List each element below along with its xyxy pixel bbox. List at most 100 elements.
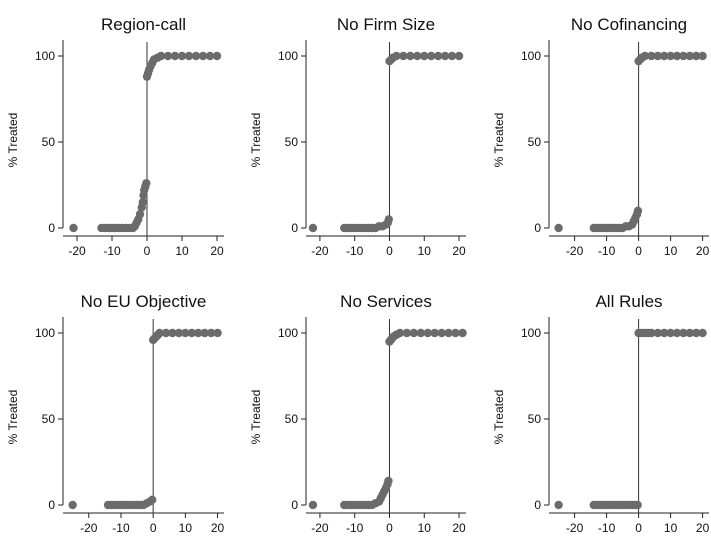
x-axis: -20 -10 0 10 20 bbox=[306, 235, 466, 258]
scatter-point bbox=[454, 51, 464, 61]
scatter-point bbox=[672, 51, 682, 61]
scatter-point bbox=[170, 51, 180, 61]
scatter-point bbox=[409, 328, 419, 338]
scatter-point bbox=[440, 51, 450, 61]
y-tick-label: 0 bbox=[291, 498, 298, 512]
scatter-point bbox=[308, 223, 318, 233]
scatter-point bbox=[174, 328, 184, 338]
panel-no-services: No Services % Treated 0 50 100 -20 -10 0 10 20 bbox=[249, 292, 467, 535]
scatter-point bbox=[200, 328, 209, 338]
scatter-point bbox=[413, 51, 422, 61]
scatter-point bbox=[692, 51, 701, 61]
scatter-point bbox=[430, 328, 439, 338]
scatter-point bbox=[672, 328, 682, 338]
x-tick-label: 10 bbox=[664, 244, 678, 258]
y-tick-label: 100 bbox=[35, 326, 55, 340]
y-tick-label: 50 bbox=[528, 135, 542, 149]
x-tick-label: -20 bbox=[311, 244, 329, 258]
scatter-point bbox=[142, 179, 151, 188]
scatter-point bbox=[155, 328, 164, 338]
x-tick-label: 10 bbox=[179, 521, 193, 535]
scatter-point bbox=[647, 51, 656, 61]
scatter-point bbox=[633, 500, 642, 510]
scatter-point bbox=[69, 223, 78, 233]
scatter-point bbox=[679, 51, 688, 61]
scatter-point bbox=[198, 51, 208, 61]
scatter-point bbox=[698, 328, 707, 338]
scatter-points bbox=[308, 328, 467, 510]
scatter-point bbox=[384, 476, 393, 486]
panel-title: No Services bbox=[340, 292, 432, 311]
scatter-point bbox=[177, 51, 187, 61]
scatter-point bbox=[147, 495, 157, 505]
scatter-point bbox=[451, 328, 460, 338]
x-tick-label: 0 bbox=[635, 244, 642, 258]
scatter-point bbox=[194, 328, 203, 338]
scatter-point bbox=[399, 51, 408, 61]
scatter-point bbox=[685, 51, 694, 61]
scatter-point bbox=[384, 215, 393, 224]
scatter-point bbox=[698, 51, 707, 61]
scatter-point bbox=[212, 51, 222, 61]
scatter-point bbox=[660, 328, 669, 338]
x-tick-label: -20 bbox=[311, 521, 329, 535]
x-tick-label: -10 bbox=[598, 244, 616, 258]
scatter-point bbox=[187, 328, 196, 338]
scatter-point bbox=[308, 500, 318, 510]
y-axis-label: % Treated bbox=[492, 113, 506, 168]
x-tick-label: 20 bbox=[696, 244, 710, 258]
scatter-point bbox=[554, 500, 563, 510]
scatter-point bbox=[685, 328, 694, 338]
y-axis: 0 50 100 bbox=[278, 40, 307, 235]
scatter-points bbox=[554, 51, 707, 233]
x-tick-label: 10 bbox=[418, 244, 432, 258]
y-axis-label: % Treated bbox=[249, 390, 263, 445]
scatter-point bbox=[138, 198, 147, 207]
y-tick-label: 0 bbox=[48, 221, 55, 235]
y-tick-label: 50 bbox=[285, 135, 299, 149]
scatter-point bbox=[406, 51, 415, 61]
y-tick-label: 50 bbox=[42, 135, 56, 149]
x-tick-label: 0 bbox=[144, 244, 151, 258]
x-tick-label: -20 bbox=[68, 244, 86, 258]
scatter-point bbox=[416, 328, 425, 338]
x-tick-label: 0 bbox=[386, 244, 393, 258]
scatter-point bbox=[433, 51, 443, 61]
scatter-point bbox=[161, 328, 171, 338]
x-tick-label: 20 bbox=[452, 521, 466, 535]
x-axis: -20 -10 0 10 20 bbox=[549, 235, 710, 258]
x-tick-label: 0 bbox=[386, 521, 393, 535]
y-tick-label: 0 bbox=[48, 498, 55, 512]
x-axis: -20 -10 0 10 20 bbox=[63, 512, 225, 535]
y-tick-label: 100 bbox=[521, 326, 541, 340]
scatter-point bbox=[666, 51, 675, 61]
scatter-point bbox=[181, 328, 190, 338]
x-tick-label: -20 bbox=[566, 244, 584, 258]
scatter-point bbox=[692, 328, 701, 338]
scatter-point bbox=[163, 51, 173, 61]
y-tick-label: 50 bbox=[528, 412, 542, 426]
x-axis: -20 -10 0 10 20 bbox=[549, 512, 710, 535]
x-tick-label: 0 bbox=[150, 521, 157, 535]
panel-title: No Cofinancing bbox=[571, 15, 687, 34]
x-tick-label: 10 bbox=[664, 521, 678, 535]
scatter-point bbox=[156, 51, 166, 61]
scatter-point bbox=[444, 328, 453, 338]
scatter-point bbox=[205, 51, 215, 61]
scatter-point bbox=[554, 223, 563, 233]
y-tick-label: 0 bbox=[291, 221, 298, 235]
panel-all-rules: All Rules % Treated 0 50 100 -20 -10 0 10 20 bbox=[492, 292, 710, 535]
scatter-point bbox=[427, 51, 436, 61]
x-tick-label: -10 bbox=[112, 521, 130, 535]
y-tick-label: 100 bbox=[35, 49, 55, 63]
scatter-points bbox=[554, 328, 707, 510]
y-axis: 0 50 100 bbox=[35, 40, 64, 235]
panel-title: Region-call bbox=[101, 15, 186, 34]
panel-no-firm-size: No Firm Size % Treated 0 50 100 -20 -10 0 10 2… bbox=[249, 15, 466, 258]
x-axis: -20 -10 0 10 20 bbox=[306, 512, 466, 535]
x-tick-label: -10 bbox=[598, 521, 616, 535]
scatter-point bbox=[660, 51, 669, 61]
y-tick-label: 100 bbox=[521, 49, 541, 63]
